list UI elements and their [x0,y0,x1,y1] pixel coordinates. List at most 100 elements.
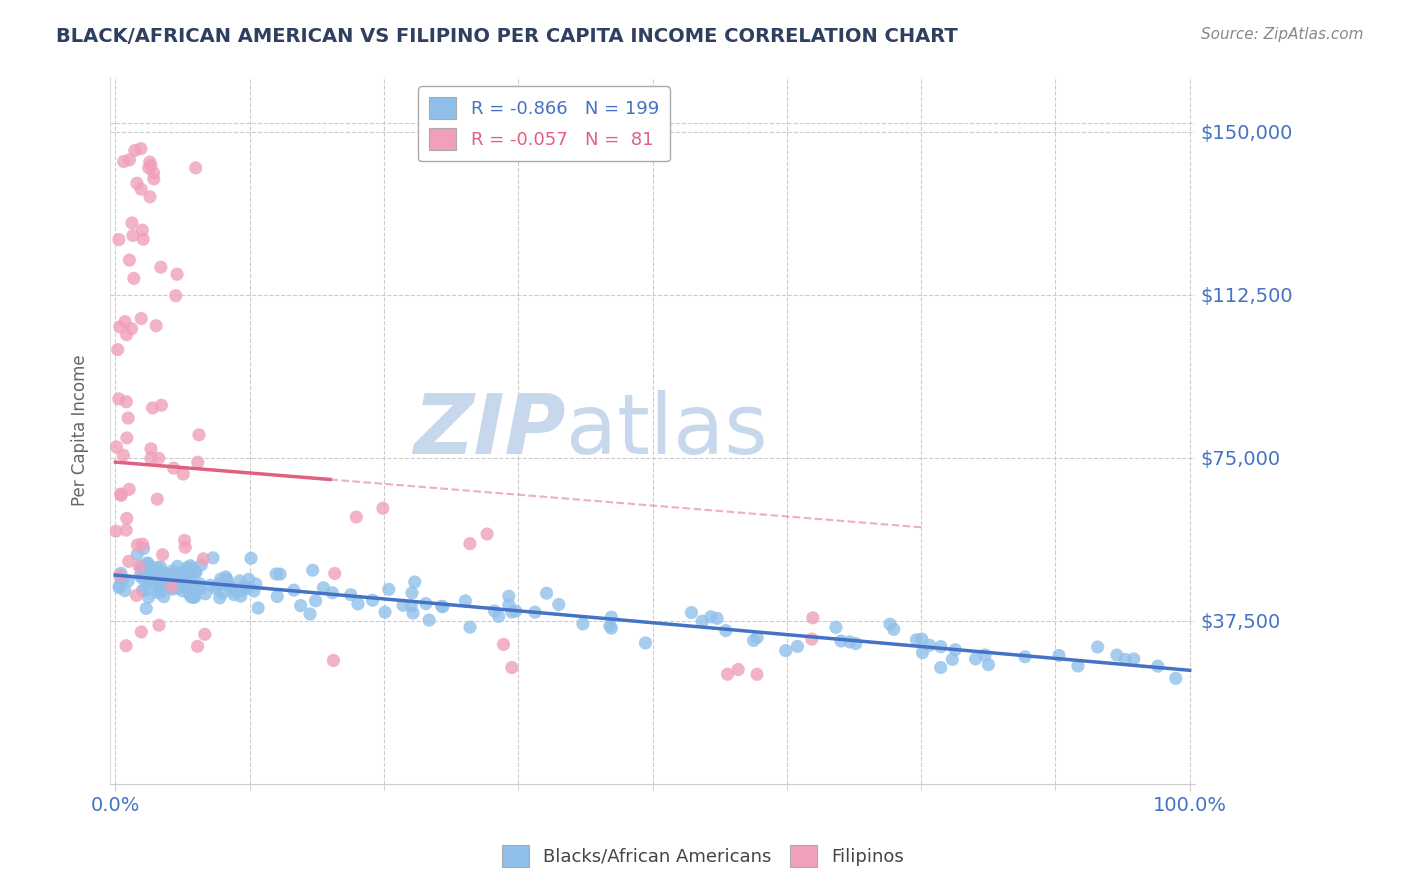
Point [484,604,506,618]
Point [378,582,401,597]
Point [290,599,312,613]
Point [266,590,288,604]
Point [501,605,523,619]
Point [1047,648,1070,663]
Point [149,260,172,275]
Point [825,620,848,634]
Point [110,571,132,585]
Point [498,589,520,603]
Point [139,155,162,169]
Point [492,637,515,651]
Point [231,583,253,598]
Point [131,223,153,237]
Point [163,461,186,475]
Point [115,639,138,653]
Point [918,638,941,652]
Point [177,585,200,599]
Point [179,566,201,581]
Point [243,583,266,598]
Point [239,551,262,566]
Point [139,568,162,582]
Point [167,566,190,581]
Point [700,609,723,624]
Point [879,617,901,632]
Point [135,601,157,615]
Point [110,488,132,502]
Point [125,176,148,190]
Point [136,557,159,571]
Point [1014,649,1036,664]
Point [180,562,202,576]
Point [153,571,176,585]
Point [458,620,481,634]
Point [374,605,396,619]
Point [941,652,963,666]
Point [149,560,172,574]
Point [108,320,131,334]
Point [139,572,162,586]
Point [304,593,326,607]
Point [415,597,437,611]
Y-axis label: Per Capita Income: Per Capita Income [72,355,89,507]
Point [145,318,167,333]
Point [131,571,153,585]
Point [208,591,231,605]
Point [155,566,177,581]
Point [166,267,188,281]
Point [110,570,132,584]
Point [176,566,198,581]
Point [194,587,217,601]
Point [1146,659,1168,673]
Point [211,586,233,600]
Point [160,582,183,597]
Point [146,575,169,590]
Point [107,392,129,406]
Point [156,571,179,585]
Point [845,636,868,650]
Point [401,586,423,600]
Point [194,627,217,641]
Point [148,451,170,466]
Point [124,144,146,158]
Point [160,567,183,582]
Point [138,568,160,582]
Point [149,585,172,599]
Point [112,154,135,169]
Point [142,172,165,186]
Point [181,561,204,575]
Point [108,568,131,582]
Point [152,590,174,604]
Point [129,568,152,582]
Point [152,566,174,581]
Point [187,640,209,654]
Point [347,597,370,611]
Point [217,576,239,591]
Point [204,581,226,595]
Point [138,591,160,605]
Point [681,606,703,620]
Point [716,667,738,681]
Point [146,567,169,582]
Point [536,586,558,600]
Point [131,537,153,551]
Point [714,624,737,638]
Point [165,574,187,588]
Point [132,570,155,584]
Point [136,569,159,583]
Point [205,580,228,594]
Point [1067,659,1090,673]
Point [200,578,222,592]
Point [139,158,162,172]
Text: ZIP: ZIP [413,390,565,471]
Point [245,577,267,591]
Point [129,311,152,326]
Point [184,565,207,579]
Text: atlas: atlas [565,390,768,471]
Point [184,566,207,580]
Point [312,581,335,595]
Point [108,233,131,247]
Point [159,580,181,594]
Point [488,609,510,624]
Point [153,579,176,593]
Point [165,580,187,594]
